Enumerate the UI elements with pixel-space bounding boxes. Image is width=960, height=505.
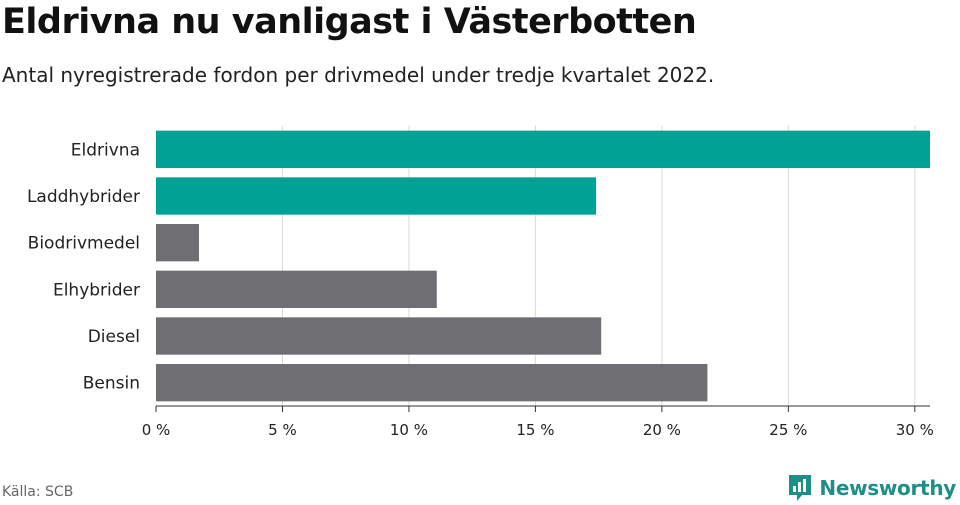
x-tick-label: 0 % (142, 421, 171, 439)
category-label: Eldrivna (71, 140, 140, 160)
bar-chart: Eldrivna Laddhybrider Biodrivmedel Elhybrid… (27, 126, 934, 439)
chart-title: Eldrivna nu vanligast i Västerbotten (2, 2, 697, 42)
newsworthy-logo-icon (789, 475, 812, 501)
bar-laddhybrider (156, 177, 597, 215)
x-tick-label: 25 % (769, 421, 807, 439)
category-label: Laddhybrider (27, 187, 140, 207)
x-tick-label: 10 % (390, 421, 428, 439)
x-tick-label: 20 % (643, 421, 681, 439)
bar-elhybrider (156, 270, 437, 308)
bars (156, 130, 930, 402)
bar-biodrivmedel (156, 224, 199, 262)
gridlines (281, 126, 916, 406)
category-labels: Eldrivna Laddhybrider Biodrivmedel Elhybrid… (27, 140, 140, 393)
brand-logo[interactable]: Newsworthy (787, 473, 956, 503)
source-note: Källa: SCB (2, 484, 74, 500)
x-axis: 0 % 5 % 10 % 15 % 20 % 25 % 30 % (142, 405, 934, 439)
x-tick-label: 5 % (268, 421, 297, 439)
bar-bensin (156, 364, 708, 402)
category-label: Bensin (83, 374, 140, 394)
x-tick-label: 15 % (516, 421, 554, 439)
x-tick-label: 30 % (896, 421, 934, 439)
category-label: Diesel (88, 327, 140, 347)
bar-diesel (156, 317, 602, 355)
category-label: Biodrivmedel (28, 234, 140, 254)
brand-name: Newsworthy (819, 476, 956, 500)
bar-eldrivna (156, 130, 930, 168)
category-label: Elhybrider (53, 280, 140, 300)
chart-subtitle: Antal nyregistrerade fordon per drivmede… (2, 63, 715, 87)
